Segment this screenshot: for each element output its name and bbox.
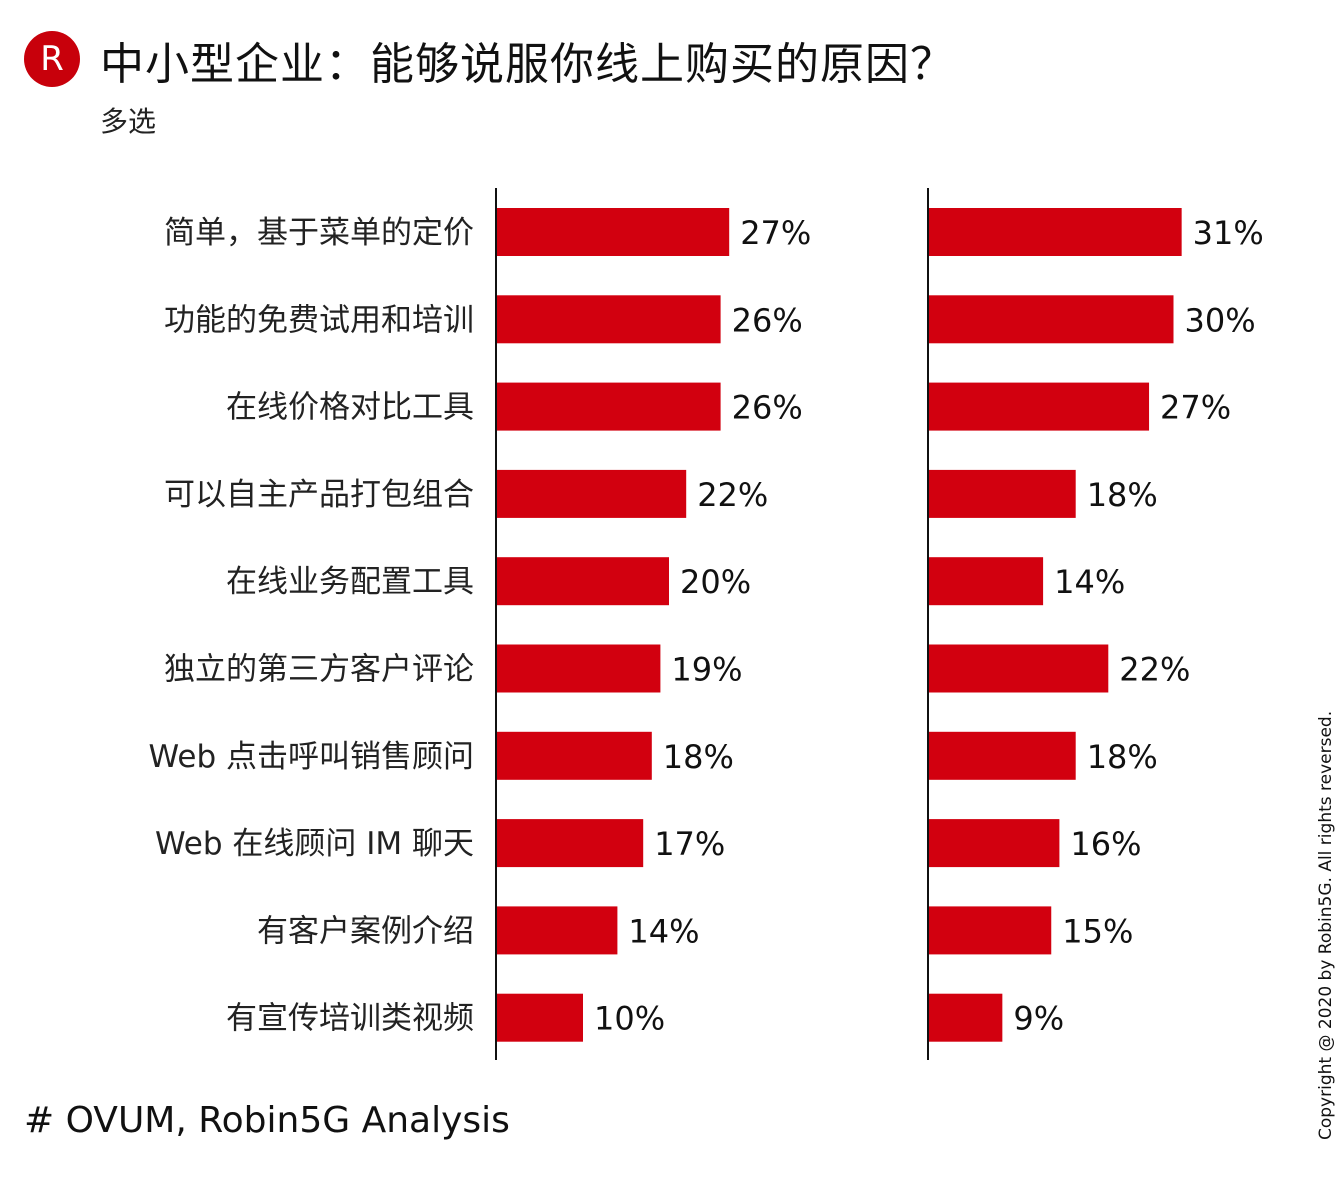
bar-2 (929, 731, 1076, 780)
category-label: 在线业务配置工具 (226, 564, 474, 600)
bar-1 (497, 906, 618, 955)
bar-2 (929, 993, 1003, 1042)
bar-2 (929, 295, 1174, 344)
data-label: 22% (697, 476, 768, 514)
bar-1 (497, 557, 669, 606)
chart-title: 中小型企业：能够说服你线上购买的原因？ (100, 39, 955, 90)
data-label: 18% (663, 738, 734, 776)
category-label: 功能的免费试用和培训 (164, 302, 474, 338)
data-label: 26% (732, 389, 803, 427)
category-label: 有宣传培训类视频 (226, 1001, 474, 1037)
data-label: 26% (732, 301, 803, 339)
bar-2 (929, 469, 1076, 518)
category-label: 可以自主产品打包组合 (164, 477, 474, 513)
category-label: 有客户案例介绍 (257, 913, 474, 949)
chart-subtitle: 多选 (100, 105, 157, 138)
category-label: 独立的第三方客户评论 (164, 652, 474, 688)
bar-1 (497, 644, 661, 693)
bar-2 (929, 644, 1109, 693)
data-label: 19% (671, 651, 742, 689)
data-label: 18% (1087, 738, 1158, 776)
bar-2 (929, 557, 1044, 606)
data-label: 14% (628, 912, 699, 950)
category-label: 简单，基于菜单的定价 (164, 215, 474, 251)
bar-1 (497, 469, 687, 518)
data-label: 10% (594, 1000, 665, 1038)
category-label: Web 在线顾问 IM 聊天 (155, 826, 474, 862)
category-label: Web 点击呼叫销售顾问 (149, 739, 474, 775)
data-label: 16% (1070, 825, 1141, 863)
bar-1 (497, 295, 721, 344)
bar-1 (497, 819, 644, 868)
source-note: # OVUM, Robin5G Analysis (24, 1100, 510, 1141)
data-label: 20% (680, 563, 751, 601)
bar-1 (497, 993, 583, 1042)
data-label: 15% (1062, 912, 1133, 950)
bar-1 (497, 382, 721, 431)
data-label: 22% (1119, 651, 1190, 689)
data-label: 30% (1185, 301, 1256, 339)
bar-1 (497, 731, 652, 780)
bar-1 (497, 208, 730, 256)
bar-2 (929, 819, 1060, 868)
data-label: 31% (1193, 214, 1264, 252)
category-label: 在线价格对比工具 (226, 390, 474, 426)
bar-2 (929, 208, 1182, 256)
data-label: 27% (1160, 389, 1231, 427)
data-label: 9% (1013, 1000, 1064, 1038)
bar-2 (929, 382, 1150, 431)
data-label: 14% (1054, 563, 1125, 601)
copyright-note: Copyright @ 2020 by Robin5G. All rights … (1316, 710, 1336, 1140)
brand-logo: R (24, 31, 80, 87)
bar-2 (929, 906, 1052, 955)
data-label: 18% (1087, 476, 1158, 514)
data-label: 27% (740, 214, 811, 252)
data-label: 17% (654, 825, 725, 863)
